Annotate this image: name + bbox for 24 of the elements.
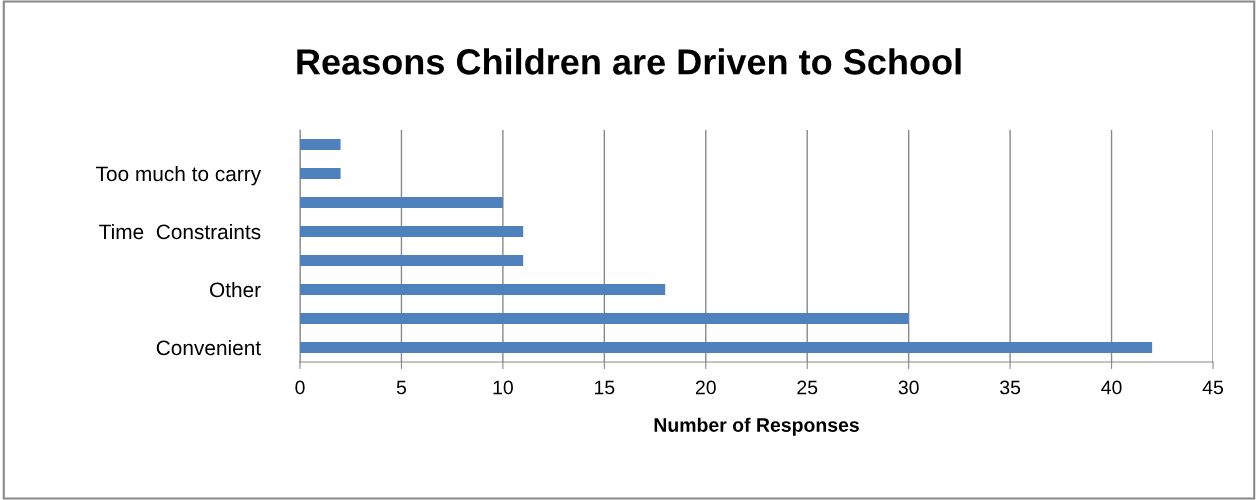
x-tick-label: 20 [695,380,716,395]
y-tick-label: Time Constraints [99,223,261,240]
x-tick-label: 35 [1000,380,1021,395]
bar [300,341,1153,354]
bar [300,225,524,238]
y-tick-label: Convenient [156,339,261,356]
chart-title: Reasons Children are Driven to School [297,48,961,75]
x-tick-label: 5 [396,380,407,395]
x-tick-label: 0 [295,380,305,395]
x-tick-label: 40 [1101,380,1122,395]
x-tick-label: 45 [1202,380,1223,395]
y-tick-label: Other [210,281,261,298]
x-tick-label: 10 [493,380,513,395]
bar [300,196,503,209]
bar [300,138,341,151]
x-tick-label: 25 [797,380,818,395]
y-tick-label: Too much to carry [96,165,262,186]
bar [300,254,524,267]
x-tick-label: 30 [898,380,919,395]
bar [300,283,666,296]
x-tick-label: 15 [595,380,615,395]
bar [300,167,341,180]
bar [300,312,909,325]
x-axis-title: Number of Responses [654,417,859,436]
